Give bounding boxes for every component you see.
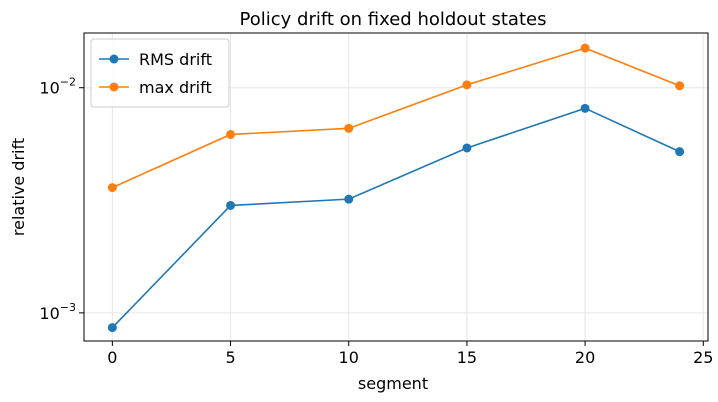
rms-drift-point xyxy=(462,143,472,153)
rms-drift-point xyxy=(675,147,685,157)
legend-rms-drift-label: RMS drift xyxy=(139,50,212,69)
legend-max-drift-label: max drift xyxy=(139,78,212,97)
x-tick-label: 25 xyxy=(693,348,713,367)
x-tick-label: 10 xyxy=(339,348,359,367)
y-axis-label: relative drift xyxy=(9,138,28,236)
x-tick-label: 20 xyxy=(575,348,595,367)
max-drift-point xyxy=(675,81,685,91)
max-drift-line xyxy=(112,47,680,189)
y-tick-label: 10−3 xyxy=(39,301,76,323)
x-tick-label: 0 xyxy=(107,348,117,367)
rms-drift-line xyxy=(111,107,680,329)
series-layer xyxy=(107,43,685,333)
rms-drift-point xyxy=(107,323,117,333)
y-tick-label: 10−2 xyxy=(39,76,76,98)
x-tick-label: 5 xyxy=(225,348,235,367)
max-drift-point xyxy=(462,80,472,90)
x-axis-label: segment xyxy=(358,374,428,393)
legend: RMS drift max drift xyxy=(90,38,230,108)
max-drift-point xyxy=(226,129,236,139)
max-drift-point xyxy=(344,123,354,133)
x-tick-label: 15 xyxy=(457,348,477,367)
rms-drift-point xyxy=(344,194,354,204)
rms-drift-point xyxy=(580,103,590,113)
max-drift-point xyxy=(107,183,117,193)
legend-rms-drift-marker xyxy=(109,54,119,64)
y-tick-base: 10 xyxy=(39,304,59,323)
rms-drift-point xyxy=(226,200,236,210)
chart-title: Policy drift on fixed holdout states xyxy=(240,9,547,30)
plot-frame xyxy=(83,32,709,342)
y-tick-base: 10 xyxy=(39,79,59,98)
legend-max-drift-marker xyxy=(109,82,119,92)
y-tick-exponent: −2 xyxy=(60,76,76,89)
legend-box xyxy=(90,38,230,108)
max-drift-point xyxy=(580,43,590,53)
y-tick-exponent: −3 xyxy=(60,301,76,314)
